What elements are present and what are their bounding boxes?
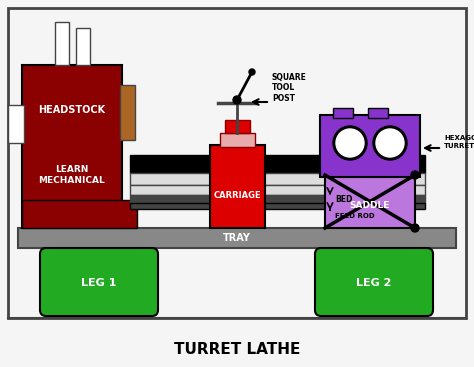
Text: TRAY: TRAY — [223, 233, 251, 243]
Circle shape — [249, 69, 255, 75]
Bar — [22, 65, 122, 228]
Circle shape — [336, 129, 364, 157]
Text: LEARN
MECHANICAL: LEARN MECHANICAL — [38, 165, 105, 185]
Text: CARRIAGE: CARRIAGE — [213, 190, 261, 200]
Text: SQUARE
TOOL
POST: SQUARE TOOL POST — [272, 73, 307, 103]
FancyBboxPatch shape — [40, 248, 158, 316]
Bar — [18, 228, 456, 248]
Circle shape — [333, 126, 367, 160]
Circle shape — [233, 96, 241, 104]
Text: HEADSTOCK: HEADSTOCK — [38, 105, 106, 115]
Text: SADDLE: SADDLE — [350, 200, 390, 210]
Bar — [320, 115, 420, 177]
Bar — [325, 175, 415, 228]
Bar — [22, 200, 137, 228]
Bar — [130, 173, 425, 185]
Text: LEG 2: LEG 2 — [356, 278, 392, 288]
Bar — [120, 85, 135, 140]
Circle shape — [411, 171, 419, 179]
Circle shape — [376, 129, 404, 157]
Bar — [368, 108, 388, 118]
Text: FEED ROD: FEED ROD — [335, 213, 374, 219]
Text: LEG 1: LEG 1 — [82, 278, 117, 288]
Bar — [130, 195, 425, 203]
Bar — [130, 155, 425, 173]
Text: HEXAGONAL
TURRET: HEXAGONAL TURRET — [444, 135, 474, 149]
Bar — [130, 203, 425, 209]
FancyBboxPatch shape — [315, 248, 433, 316]
Bar — [8, 105, 24, 143]
Bar — [225, 120, 250, 133]
Bar — [55, 22, 69, 65]
Text: BED: BED — [335, 196, 352, 204]
Bar — [333, 108, 353, 118]
Text: TURRET LATHE: TURRET LATHE — [174, 342, 300, 357]
Bar — [8, 8, 466, 318]
Bar — [220, 133, 255, 147]
Circle shape — [411, 224, 419, 232]
Bar — [210, 145, 265, 228]
Bar — [76, 28, 90, 65]
Bar — [130, 185, 425, 195]
Circle shape — [373, 126, 407, 160]
